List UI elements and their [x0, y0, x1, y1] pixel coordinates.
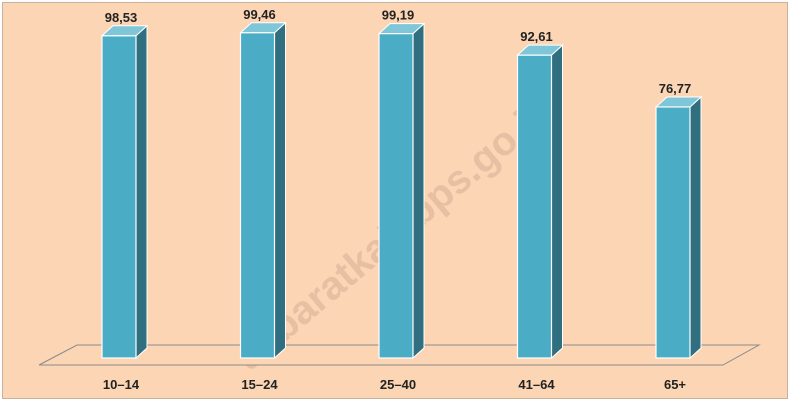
bar-chart: asbaratkab.bps.go.id 98,5399,4699,1992,6…	[3, 3, 787, 398]
bar	[239, 21, 287, 360]
data-label: 99,19	[382, 8, 415, 23]
x-tick-label: 65+	[664, 377, 686, 392]
x-tick-label: 41–64	[518, 377, 555, 392]
bar-front-face	[516, 54, 553, 359]
x-tick-label: 25–40	[380, 377, 416, 392]
bar	[100, 24, 149, 360]
bars-group	[100, 21, 703, 360]
bar	[516, 44, 564, 360]
data-label: 76,77	[659, 81, 692, 96]
bar	[654, 95, 703, 360]
bar-side-face	[689, 95, 702, 360]
bar-side-face	[412, 22, 425, 360]
bar-front-face	[378, 33, 414, 359]
x-tick-label: 15–24	[241, 377, 278, 392]
bar-front-face	[239, 32, 276, 359]
bar	[377, 22, 426, 360]
data-label: 92,61	[520, 29, 553, 44]
bar-front-face	[655, 106, 691, 359]
x-axis-tick-labels: 10–14 15–24 25–40 41–64 65+	[103, 377, 687, 392]
value-labels-group: 98,53 99,46 99,19 92,61 76,77	[105, 7, 692, 96]
bar-side-face	[274, 21, 286, 360]
x-tick-label: 10–14	[103, 377, 140, 392]
data-label: 99,46	[243, 7, 276, 22]
chart-area: asbaratkab.bps.go.id 98,5399,4699,1992,6…	[2, 2, 788, 399]
bar-front-face	[101, 35, 137, 359]
data-label: 98,53	[105, 10, 138, 25]
bar-side-face	[551, 44, 563, 360]
bar-side-face	[135, 24, 148, 360]
